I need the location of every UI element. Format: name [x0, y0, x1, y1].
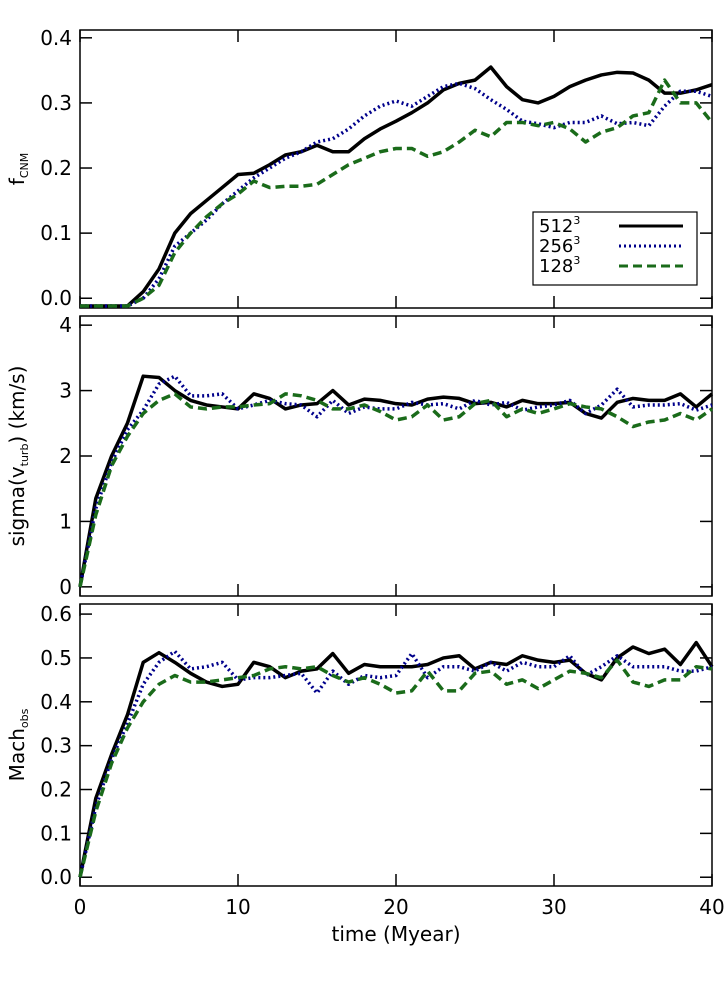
y-tick-label: 0.2	[40, 778, 72, 802]
line-series	[80, 65, 713, 308]
y-tick-label: 0.3	[40, 734, 72, 758]
y-tick-label: 3	[59, 379, 72, 403]
legend-label: 5123	[539, 214, 580, 237]
y-axis-label-part: obs	[18, 708, 31, 728]
x-tick-label: 10	[225, 895, 250, 919]
legend-box	[532, 211, 698, 286]
y-tick-label: 0.1	[40, 221, 72, 245]
y-axis-label: fCNM	[5, 153, 31, 185]
y-axis-label-part: CNM	[18, 153, 31, 178]
y-tick-label: 0.6	[40, 602, 72, 626]
y-tick-label: 0.3	[40, 91, 72, 115]
y-axis-label: Machobs	[5, 708, 31, 781]
y-tick-label: 0	[59, 575, 72, 599]
y-tick-label: 0.5	[40, 646, 72, 670]
line-series	[78, 649, 713, 878]
line-series	[78, 374, 713, 588]
x-tick-label: 40	[699, 895, 724, 919]
line-series	[78, 640, 714, 878]
y-axis-label-part: ) (km/s)	[5, 366, 29, 444]
x-tick-label: 0	[74, 895, 87, 919]
y-axis-label: sigma(vturb) (km/s)	[5, 366, 31, 547]
plot-frame	[79, 603, 713, 887]
y-tick-label: 1	[59, 509, 72, 533]
y-axis-label-part: Mach	[5, 728, 29, 781]
line-series	[80, 81, 713, 308]
legend-name: 512	[539, 216, 573, 237]
y-axis-label-part: f	[5, 177, 29, 185]
legend-label: 2563	[539, 234, 580, 257]
legend-sup: 3	[573, 254, 580, 267]
legend-label: 1283	[539, 254, 580, 277]
y-tick-label: 0.2	[40, 156, 72, 180]
y-axis-label-part: turb	[18, 444, 31, 467]
y-tick-label: 0.1	[40, 821, 72, 845]
line-series	[78, 374, 714, 588]
line-series	[78, 392, 714, 588]
legend-name: 128	[539, 256, 573, 277]
legend-sup: 3	[573, 234, 580, 247]
line-series	[78, 658, 713, 878]
plot-frame	[79, 315, 713, 597]
legend-name: 256	[539, 236, 573, 257]
legend-sup: 3	[573, 214, 580, 227]
y-tick-label: 4	[59, 313, 72, 337]
x-tick-label: 30	[541, 895, 566, 919]
x-axis-label: time (Myear)	[331, 922, 460, 946]
y-tick-label: 2	[59, 444, 72, 468]
y-axis-label-part: sigma(v	[5, 466, 29, 546]
x-tick-label: 20	[383, 895, 408, 919]
line-series	[80, 78, 714, 308]
y-tick-label: 0.0	[40, 286, 72, 310]
y-tick-label: 0.4	[40, 690, 72, 714]
y-tick-label: 0.0	[40, 865, 72, 889]
y-tick-label: 0.4	[40, 26, 72, 50]
